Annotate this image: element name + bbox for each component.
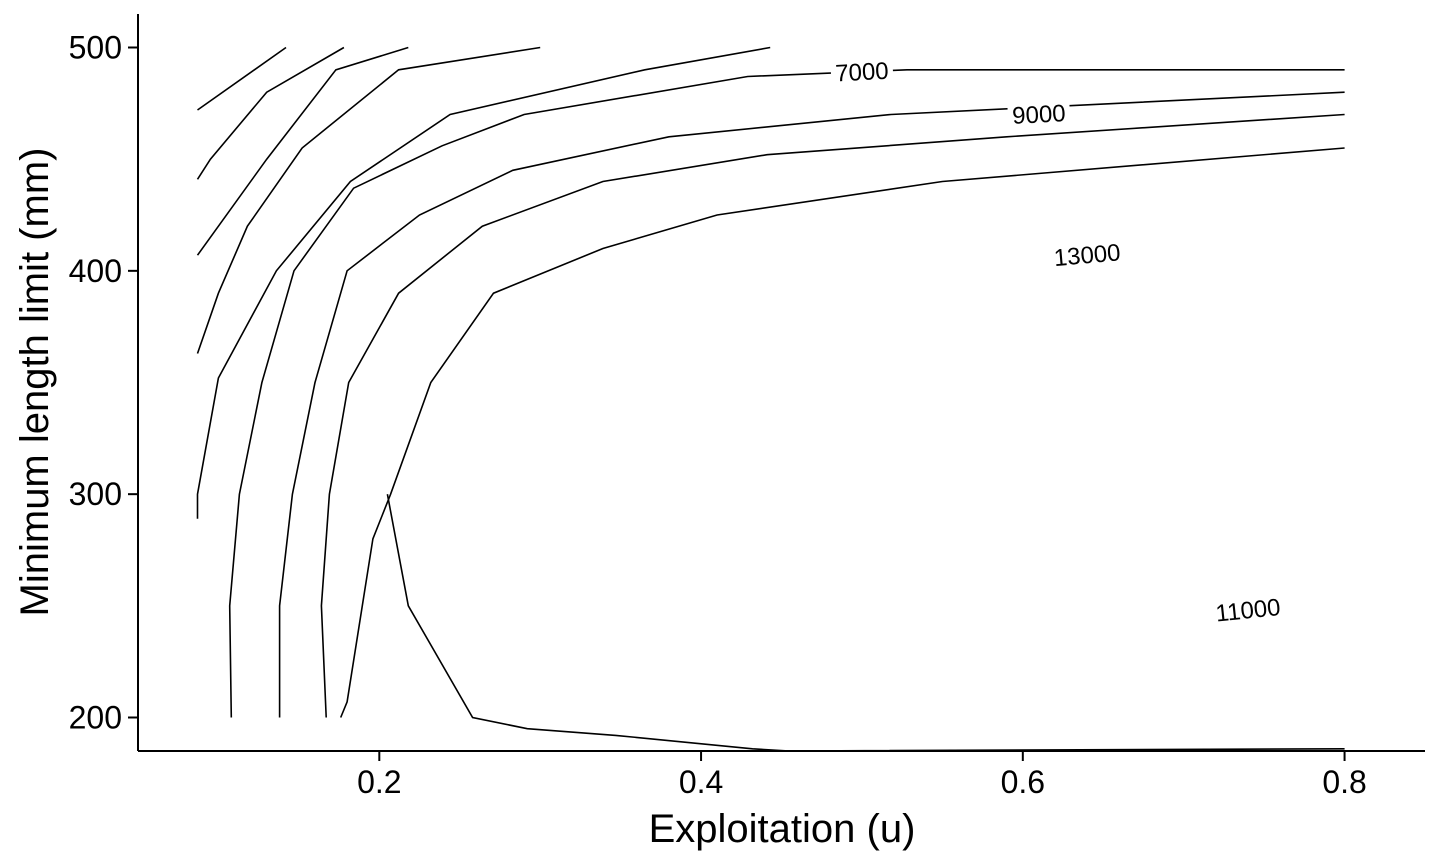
y-tick-label: 400 [69,253,122,289]
x-tick-label: 0.8 [1322,764,1366,800]
contour-line [196,46,771,519]
contour-line [339,147,1345,718]
contour-label-background [830,56,894,86]
contour-label: 11000 [1214,594,1281,628]
y-axis-title: Minimum length limit (mm) [13,148,57,617]
contour-label-background [1208,592,1288,627]
y-tick-label: 200 [69,700,122,736]
contour-labels: 7000 9000 13000 11000 [830,56,1288,628]
x-axis-title: Exploitation (u) [649,807,916,851]
y-tick-label: 300 [69,476,122,512]
contour-line [197,46,287,111]
contour-line [228,69,1345,718]
x-axis-ticks: 0.2 0.4 0.6 0.8 [357,751,1367,800]
y-axis-ticks: 200 300 400 500 [69,30,138,736]
contour-label-background [1007,98,1071,129]
contour-lines [196,46,1345,752]
contour-label: 9000 [1012,100,1067,130]
x-tick-label: 0.6 [1001,764,1045,800]
contour-label: 7000 [835,58,890,88]
contour-line [196,46,409,256]
contour-label-background [1048,237,1127,271]
contour-label: 13000 [1053,239,1122,272]
contour-line [196,46,541,354]
x-tick-label: 0.4 [679,764,723,800]
axes [137,14,1425,752]
contour-line [278,91,1345,718]
y-tick-label: 500 [69,30,122,66]
contour-line [386,494,1345,752]
contour-line [196,46,345,180]
x-tick-label: 0.2 [357,764,401,800]
contour-line [320,113,1345,718]
